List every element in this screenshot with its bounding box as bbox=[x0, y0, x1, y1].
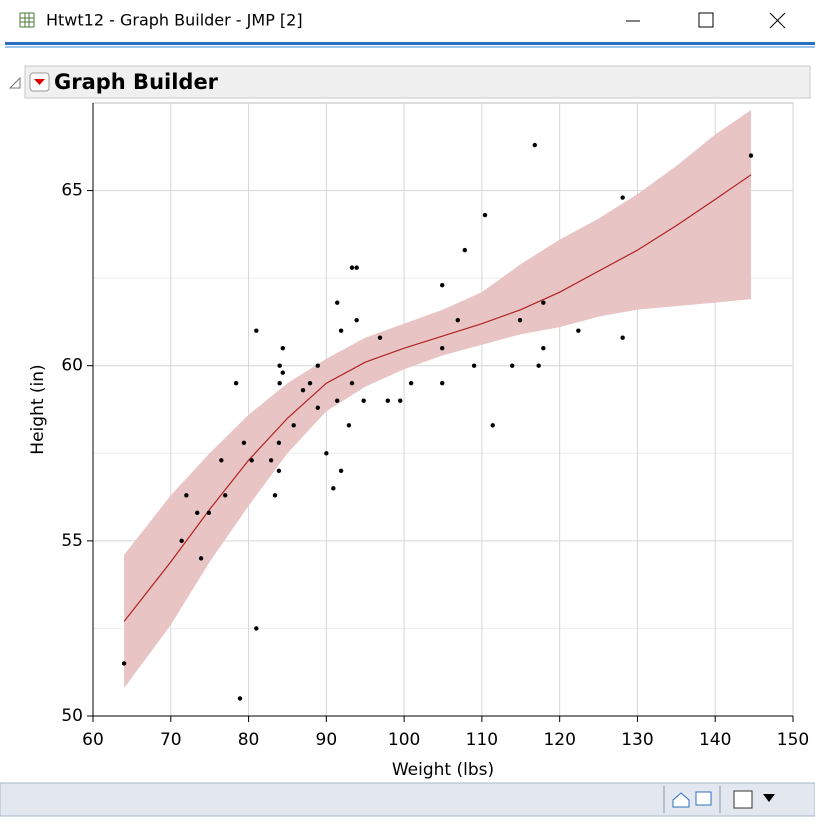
x-tick-label: 130 bbox=[621, 730, 653, 750]
point bbox=[354, 265, 359, 270]
x-tick-label: 90 bbox=[316, 730, 338, 750]
window-list-button[interactable] bbox=[733, 790, 753, 809]
point bbox=[620, 195, 625, 200]
point bbox=[324, 451, 329, 456]
smoother-line bbox=[123, 174, 752, 622]
point bbox=[249, 458, 254, 463]
red-triangle bbox=[34, 79, 45, 85]
point bbox=[385, 398, 390, 403]
point bbox=[349, 265, 355, 270]
point bbox=[349, 381, 355, 386]
close-button[interactable] bbox=[769, 12, 786, 29]
point bbox=[398, 398, 403, 403]
y-tick-label: 50 bbox=[61, 706, 83, 726]
y-axis-title: Height (in) bbox=[28, 364, 48, 454]
point bbox=[335, 300, 340, 305]
point bbox=[440, 381, 445, 386]
point bbox=[223, 493, 228, 498]
point bbox=[354, 317, 359, 323]
point bbox=[455, 317, 460, 323]
x-tick-label: 70 bbox=[160, 730, 182, 750]
x-tick-label: 110 bbox=[466, 730, 498, 750]
point bbox=[241, 440, 247, 445]
point bbox=[195, 510, 200, 516]
point bbox=[276, 468, 282, 473]
plot: 50 55 60 65 60 70 80 90 100 110 120 130 140 150 Weight… bbox=[28, 102, 809, 780]
y-tick-label: 65 bbox=[61, 181, 83, 201]
title-border bbox=[5, 46, 815, 48]
x-tick-label: 140 bbox=[699, 730, 731, 750]
x-tick-label: 100 bbox=[388, 730, 420, 750]
home-button[interactable] bbox=[672, 792, 690, 808]
point bbox=[219, 458, 224, 463]
point bbox=[440, 346, 445, 351]
point bbox=[300, 388, 306, 393]
point bbox=[440, 282, 445, 288]
dropdown-arrow[interactable] bbox=[763, 794, 775, 802]
point bbox=[408, 381, 414, 386]
point bbox=[254, 328, 259, 333]
table-button[interactable] bbox=[695, 791, 712, 806]
title-border bbox=[5, 42, 815, 45]
point bbox=[510, 363, 515, 368]
point bbox=[233, 381, 239, 386]
point bbox=[121, 661, 127, 666]
disclosure-icon[interactable] bbox=[8, 76, 21, 89]
status-bar bbox=[0, 782, 815, 817]
point bbox=[532, 142, 537, 148]
point bbox=[482, 212, 488, 218]
point bbox=[179, 538, 184, 544]
x-tick-label: 120 bbox=[543, 730, 575, 750]
point bbox=[280, 370, 285, 375]
y-tick-label: 55 bbox=[61, 531, 83, 551]
panel-header bbox=[24, 65, 811, 99]
point bbox=[268, 458, 274, 463]
point bbox=[184, 493, 189, 498]
point bbox=[315, 363, 320, 368]
point bbox=[198, 556, 204, 561]
y-tick-label: 60 bbox=[61, 356, 83, 376]
point bbox=[541, 346, 546, 351]
point bbox=[272, 493, 278, 498]
point bbox=[331, 486, 336, 491]
point bbox=[471, 363, 477, 368]
point bbox=[517, 317, 523, 323]
app-icon bbox=[19, 12, 35, 28]
point bbox=[307, 381, 313, 386]
point bbox=[462, 247, 467, 253]
maximize-button[interactable] bbox=[698, 12, 714, 28]
point bbox=[346, 423, 352, 428]
point bbox=[277, 381, 282, 386]
point bbox=[254, 626, 259, 631]
point bbox=[361, 398, 366, 403]
panel-title: Graph Builder bbox=[54, 70, 219, 94]
x-tick-label: 80 bbox=[238, 730, 260, 750]
point bbox=[377, 335, 383, 340]
point bbox=[276, 440, 282, 445]
point bbox=[541, 300, 546, 305]
window-title: Htwt12 - Graph Builder - JMP [2] bbox=[46, 11, 303, 30]
point bbox=[576, 328, 581, 333]
point bbox=[335, 398, 340, 403]
point bbox=[620, 335, 625, 340]
point bbox=[490, 423, 495, 428]
point bbox=[315, 405, 320, 410]
point bbox=[277, 363, 282, 368]
point bbox=[280, 346, 285, 351]
point bbox=[536, 363, 541, 368]
point bbox=[291, 423, 296, 428]
point bbox=[338, 328, 344, 333]
x-tick-label: 150 bbox=[777, 730, 809, 750]
point bbox=[206, 510, 212, 516]
x-axis-title: Weight (lbs) bbox=[392, 760, 494, 780]
point bbox=[237, 696, 243, 701]
confidence-band bbox=[124, 110, 752, 688]
point bbox=[338, 468, 344, 473]
x-tick-label: 60 bbox=[82, 730, 104, 750]
point bbox=[748, 153, 754, 158]
